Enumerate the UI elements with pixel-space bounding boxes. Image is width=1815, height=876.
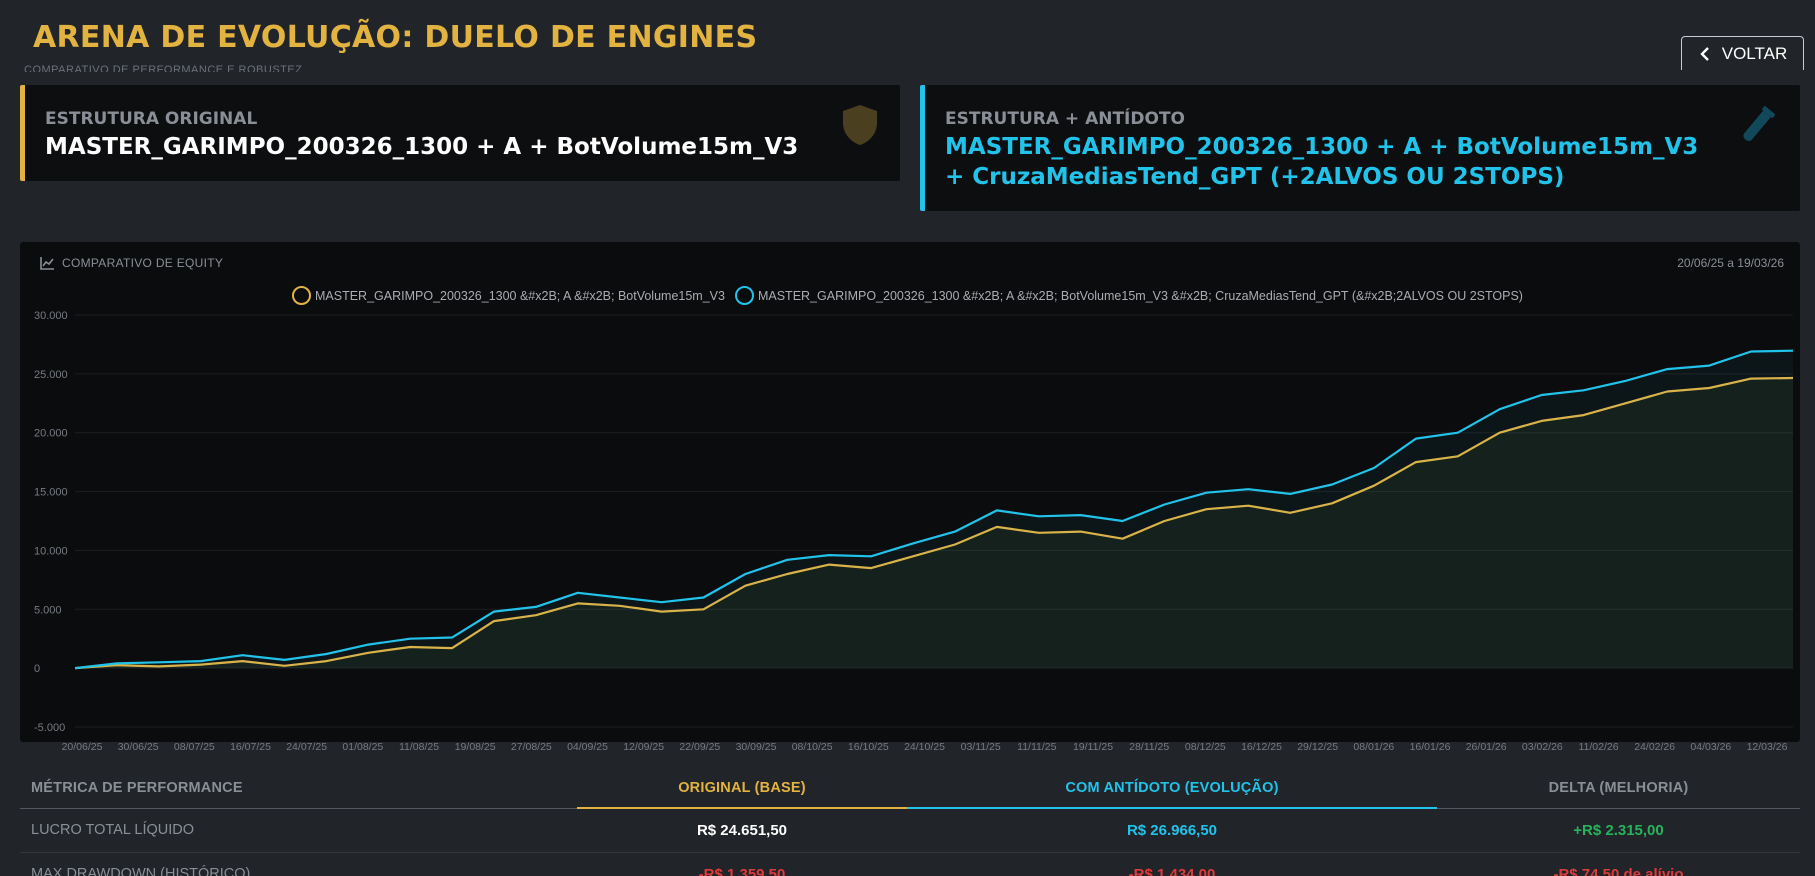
chart-legend: MASTER_GARIMPO_200326_1300 &#x2B; A &#x2… xyxy=(292,286,1533,305)
back-button-label: VOLTAR xyxy=(1721,43,1788,63)
y-tick-label: 25.000 xyxy=(34,369,68,381)
original-column-header: ORIGINAL (BASE) xyxy=(577,768,907,809)
antidote-structure-value: MASTER_GARIMPO_200326_1300 + A + BotVolu… xyxy=(945,134,1699,190)
y-tick-label: 0 xyxy=(34,663,40,675)
original-structure-card: ESTRUTURA ORIGINAL MASTER_GARIMPO_200326… xyxy=(20,85,900,181)
series-area-antidote xyxy=(75,350,1793,669)
legend-label-original: MASTER_GARIMPO_200326_1300 &#x2B; A &#x2… xyxy=(315,288,725,303)
metric-column-header: MÉTRICA DE PERFORMANCE xyxy=(20,768,577,809)
antidote-value: R$ 26.966,50 xyxy=(907,808,1437,853)
back-button[interactable]: VOLTAR xyxy=(1681,36,1804,70)
x-tick-label: 16/10/25 xyxy=(848,741,889,753)
antidote-value: -R$ 1.434,00 xyxy=(907,852,1437,876)
chart-date-range: 20/06/25 a 19/03/26 xyxy=(1677,256,1784,270)
delta-value: +R$ 2.315,00 xyxy=(1437,808,1800,853)
antidote-structure-card: ESTRUTURA + ANTÍDOTO MASTER_GARIMPO_2003… xyxy=(920,85,1800,211)
y-tick-label: 30.000 xyxy=(34,310,68,322)
x-tick-label: 04/03/26 xyxy=(1690,741,1731,753)
line-chart-icon xyxy=(40,256,54,270)
series-area-original xyxy=(75,378,1793,669)
table-row: LUCRO TOTAL LÍQUIDO R$ 24.651,50 R$ 26.9… xyxy=(20,808,1800,853)
metric-name: LUCRO TOTAL LÍQUIDO xyxy=(20,808,577,853)
x-tick-label: 16/12/25 xyxy=(1241,741,1282,753)
y-tick-label: 20.000 xyxy=(34,428,68,440)
legend-marker-antidote xyxy=(734,286,754,305)
x-tick-label: 22/09/25 xyxy=(679,741,720,753)
x-tick-label: 30/09/25 xyxy=(736,741,777,753)
x-tick-label: 12/09/25 xyxy=(623,741,664,753)
x-tick-label: 08/10/25 xyxy=(792,741,833,753)
original-value: R$ 24.651,50 xyxy=(577,808,907,853)
x-tick-label: 11/08/25 xyxy=(399,741,439,753)
original-value: -R$ 1.359,50 xyxy=(577,852,907,876)
legend-item-antidote[interactable]: MASTER_GARIMPO_200326_1300 &#x2B; A &#x2… xyxy=(734,286,1523,305)
metrics-header-row: MÉTRICA DE PERFORMANCE ORIGINAL (BASE) C… xyxy=(20,768,1800,809)
series-line-original xyxy=(74,376,1794,670)
x-tick-label: 16/07/25 xyxy=(230,741,271,753)
x-tick-label: 04/09/25 xyxy=(567,741,608,753)
x-tick-label: 30/06/25 xyxy=(118,741,159,753)
x-tick-label: 01/08/25 xyxy=(342,741,383,753)
x-tick-label: 29/12/25 xyxy=(1297,741,1338,753)
x-tick-label: 08/07/25 xyxy=(174,741,215,753)
x-tick-label: 12/03/26 xyxy=(1747,741,1788,753)
antidote-structure-label: ESTRUTURA + ANTÍDOTO xyxy=(945,109,1185,129)
equity-chart: 30.000 25.000 20.000 15.000 10.000 5.000 0 -5.0… xyxy=(34,310,1794,753)
x-tick-label: 19/08/25 xyxy=(455,741,496,753)
x-tick-label: 16/01/26 xyxy=(1410,741,1451,753)
legend-item-original[interactable]: MASTER_GARIMPO_200326_1300 &#x2B; A &#x2… xyxy=(292,286,725,305)
table-row: MAX DRAWDOWN (HISTÓRICO) -R$ 1.359,50 -R… xyxy=(20,852,1800,876)
x-tick-label: 03/11/25 xyxy=(961,741,1001,753)
test-tube-icon xyxy=(1743,106,1775,141)
x-tick-label: 11/11/25 xyxy=(1017,741,1056,753)
shield-icon xyxy=(843,105,877,145)
y-tick-label: 5.000 xyxy=(34,604,62,616)
x-tick-label: 24/02/26 xyxy=(1634,741,1675,753)
original-structure-label: ESTRUTURA ORIGINAL xyxy=(45,109,258,129)
delta-column-header: DELTA (MELHORIA) xyxy=(1437,768,1800,809)
y-tick-label: 15.000 xyxy=(34,487,68,499)
metric-name: MAX DRAWDOWN (HISTÓRICO) xyxy=(20,852,577,876)
metrics-table: MÉTRICA DE PERFORMANCE ORIGINAL (BASE) C… xyxy=(20,768,1800,876)
chart-heading: COMPARATIVO DE EQUITY xyxy=(40,256,223,270)
legend-label-antidote: MASTER_GARIMPO_200326_1300 &#x2B; A &#x2… xyxy=(757,288,1523,303)
equity-chart-panel: COMPARATIVO DE EQUITY 20/06/25 a 19/03/2… xyxy=(20,242,1800,753)
x-tick-label: 24/07/25 xyxy=(286,741,327,753)
x-tick-label: 08/01/26 xyxy=(1353,741,1394,753)
original-structure-value: MASTER_GARIMPO_200326_1300 + A + BotVolu… xyxy=(45,134,799,160)
x-tick-label: 28/11/25 xyxy=(1129,741,1169,753)
x-tick-label: 26/01/26 xyxy=(1466,741,1507,753)
legend-marker-original xyxy=(292,286,311,305)
x-tick-label: 11/02/26 xyxy=(1578,741,1618,753)
chart-heading-label: COMPARATIVO DE EQUITY xyxy=(62,256,224,270)
x-tick-label: 24/10/25 xyxy=(904,741,945,753)
chevron-left-icon xyxy=(1700,46,1709,61)
x-tick-label: 03/02/26 xyxy=(1522,741,1563,753)
x-tick-label: 27/08/25 xyxy=(511,741,552,753)
page-title: ARENA DE EVOLUÇÃO: DUELO DE ENGINES xyxy=(33,20,758,55)
x-tick-label: 08/12/25 xyxy=(1185,741,1226,753)
series-line-antidote xyxy=(74,349,1794,670)
x-tick-label: 19/11/25 xyxy=(1073,741,1113,753)
page-subtitle: COMPARATIVO DE PERFORMANCE E ROBUSTEZ xyxy=(24,64,303,72)
y-tick-label: -5.000 xyxy=(34,722,65,734)
y-tick-label: 10.000 xyxy=(34,545,68,557)
x-tick-label: 20/06/25 xyxy=(62,741,103,753)
antidote-column-header: COM ANTÍDOTO (EVOLUÇÃO) xyxy=(907,768,1437,809)
delta-value: -R$ 74,50 de alívio xyxy=(1437,852,1800,876)
